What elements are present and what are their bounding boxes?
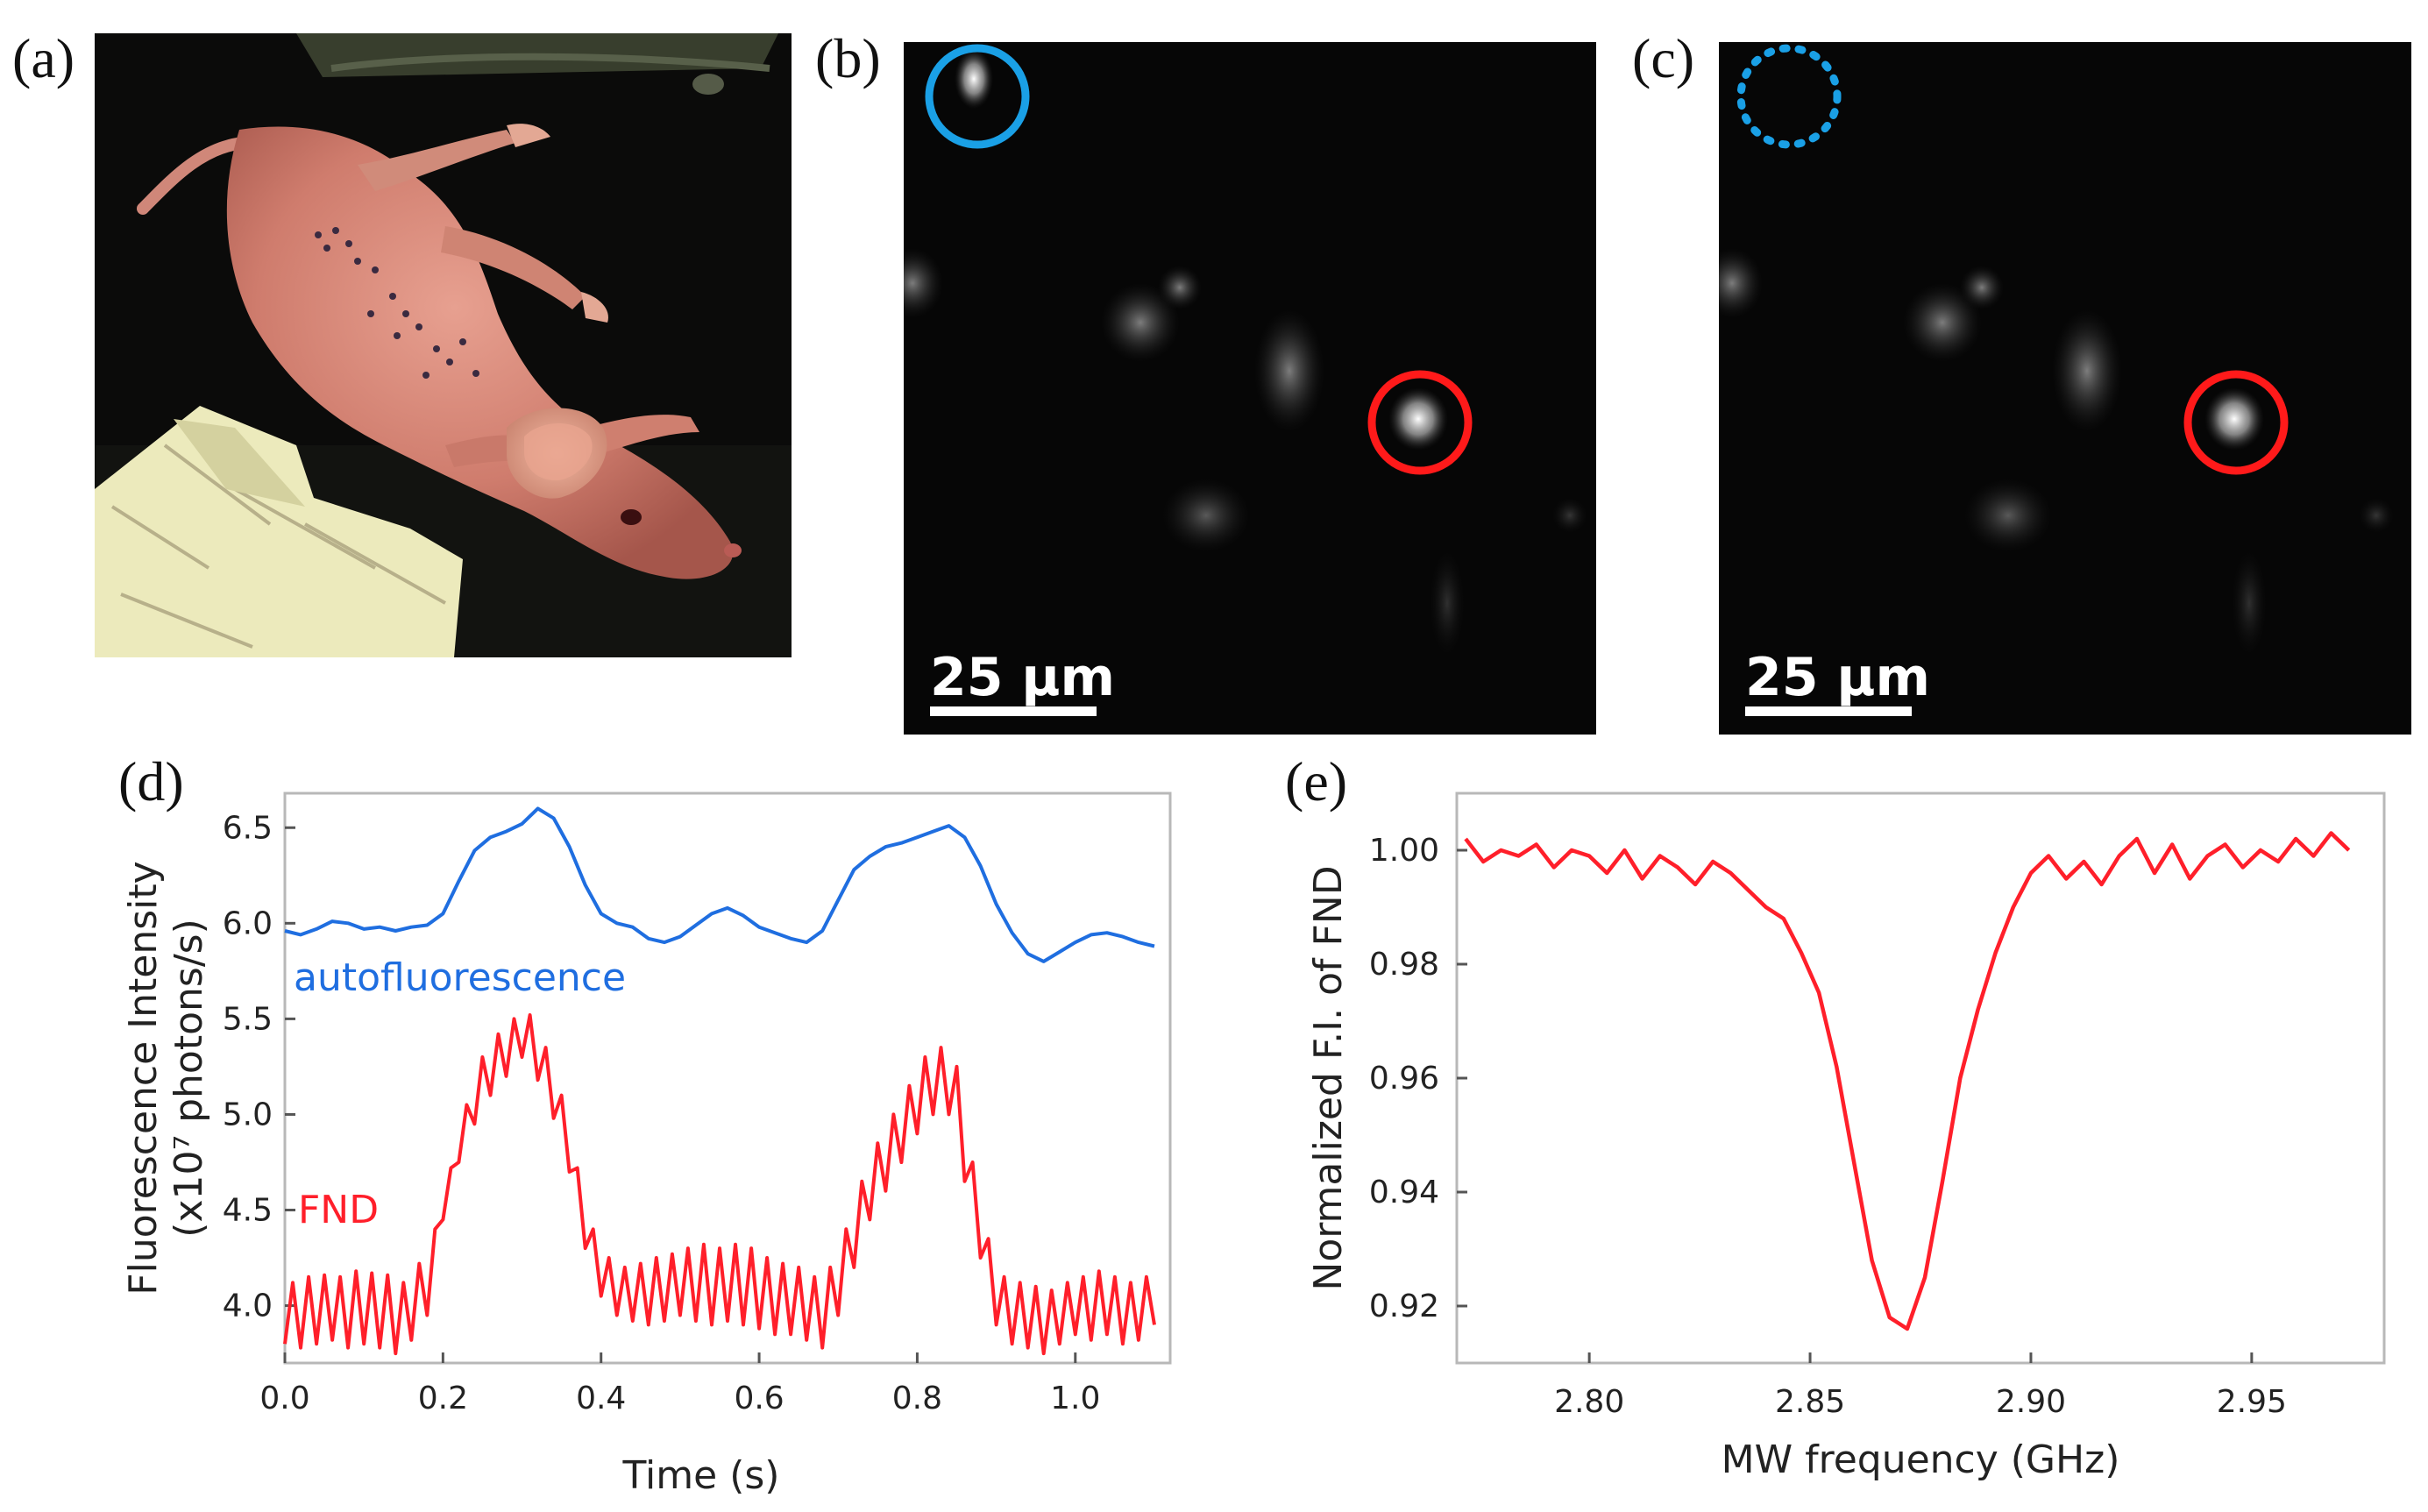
scale-bar-label: 25 µm [1745,647,1931,708]
y-tick-label: 0.92 [1369,1288,1439,1324]
x-tick-label: 2.80 [1554,1384,1624,1420]
y-tick-label: 0.96 [1369,1061,1439,1097]
cell-blob [1162,479,1250,552]
cell-blob [1719,248,1763,318]
x-tick-label: 0.4 [576,1381,626,1416]
bright-spot-right [1388,387,1448,451]
y-tick-label: 0.94 [1369,1175,1439,1210]
series-line-autofluorescence [284,806,1155,963]
y-tick-label: 4.0 [223,1288,273,1324]
x-tick-label: 0.6 [734,1381,784,1416]
cell-blob [1158,266,1202,309]
plot-frame [283,791,1172,1365]
mouse-body [226,126,734,579]
mouse-eye [621,509,642,525]
tube-bolt [692,74,724,95]
mouse-front-leg [586,415,699,454]
cell-blob [1960,266,2004,309]
y-tick-label: 4.5 [223,1193,273,1229]
scale-bar [1745,706,1912,716]
bench-pad-shadow [174,419,305,507]
cell-blob [1552,498,1587,533]
cell-blob [904,248,943,318]
microscopy-image-c: 25 µm [1719,42,2411,735]
chart-odmr-spectrum: 2.80 2.85 2.90 2.95 0.92 0.94 0.96 0.98 1.00 MW f… [1306,791,2386,1482]
plastic-tube-edge [330,53,770,72]
mouse-hind-paw-2 [581,292,608,323]
red-circle-marker [2183,370,2289,475]
panel-label-b: (b) [815,27,881,89]
scale-bar-label: 25 µm [930,647,1116,708]
scale-bar [930,706,1097,716]
x-tick-label: 2.90 [1996,1384,2066,1420]
mouse-hind-leg-2 [441,226,586,309]
mouse-tail [137,137,250,215]
x-tick-label: 1.0 [1050,1381,1100,1416]
x-tick-label: 0.8 [892,1381,942,1416]
y-tick-label: 5.0 [223,1097,273,1132]
mouse-ear-inner [524,423,593,481]
mouse-hind-paw [507,124,550,147]
mouse-nose [724,543,742,557]
panel-label-d: (d) [118,750,184,813]
y-tick-label: 6.0 [223,905,273,941]
panel-label-a: (a) [12,27,75,89]
panel-label-c: (c) [1632,27,1695,89]
bright-spot-right [2204,387,2264,451]
x-tick-label: 0.2 [418,1381,468,1416]
blue-circle-marker [925,44,1030,149]
x-tick-label: 2.95 [2217,1384,2287,1420]
annotation-fnd: FND [298,1188,379,1232]
cell-blob [1101,283,1180,362]
bench-pad-folds [110,444,446,649]
cell-blob [2232,550,2267,656]
y-axis-label: Normalized F.I. of FND [1306,865,1351,1290]
microscopy-image-c-drawing [1719,44,2394,656]
cell-blob [1430,550,1465,656]
chart-time-trace: 0.0 0.2 0.4 0.6 0.8 1.0 4.0 4.5 5.0 5.5 6.0 6.5 Time… [121,791,1172,1498]
bench-pad [95,406,463,657]
cell-blob [1903,283,1982,362]
cell-blob [2359,498,2394,533]
microscopy-image-b-drawing [904,44,1587,656]
x-axis-label: MW frequency (GHz) [1722,1437,2120,1482]
microscopy-image-b: 25 µm [904,42,1596,735]
panel-label-e: (e) [1285,750,1348,813]
y-axis-label-line2: (x10⁷ photons/s) [167,919,211,1237]
mouse-photo-drawing [95,33,792,657]
injection-marks [315,227,479,379]
x-tick-label: 0.0 [259,1381,309,1416]
mouse-hind-leg [358,130,515,191]
x-axis-label: Time (s) [622,1453,780,1498]
cell-blob [2052,309,2122,432]
cell-blob [1254,309,1324,432]
bright-spot-top [955,49,993,109]
y-axis-label-line1: Fluorescence Intensity [121,861,166,1295]
plot-frame [1455,791,2386,1365]
y-tick-label: 0.98 [1369,947,1439,983]
red-circle-marker [1367,370,1473,475]
y-tick-label: 1.00 [1369,833,1439,869]
blue-dotted-circle-marker [1736,44,1842,149]
y-tick-label: 6.5 [223,810,273,846]
series-line-fnd [1464,831,2351,1331]
cell-blob [1964,479,2052,552]
y-tick-label: 5.5 [223,1001,273,1037]
x-tick-label: 2.85 [1775,1384,1845,1420]
annotation-autofluorescence: autofluorescence [294,955,626,1000]
series-line-fnd [283,1013,1156,1356]
mouse-photo [95,33,792,657]
